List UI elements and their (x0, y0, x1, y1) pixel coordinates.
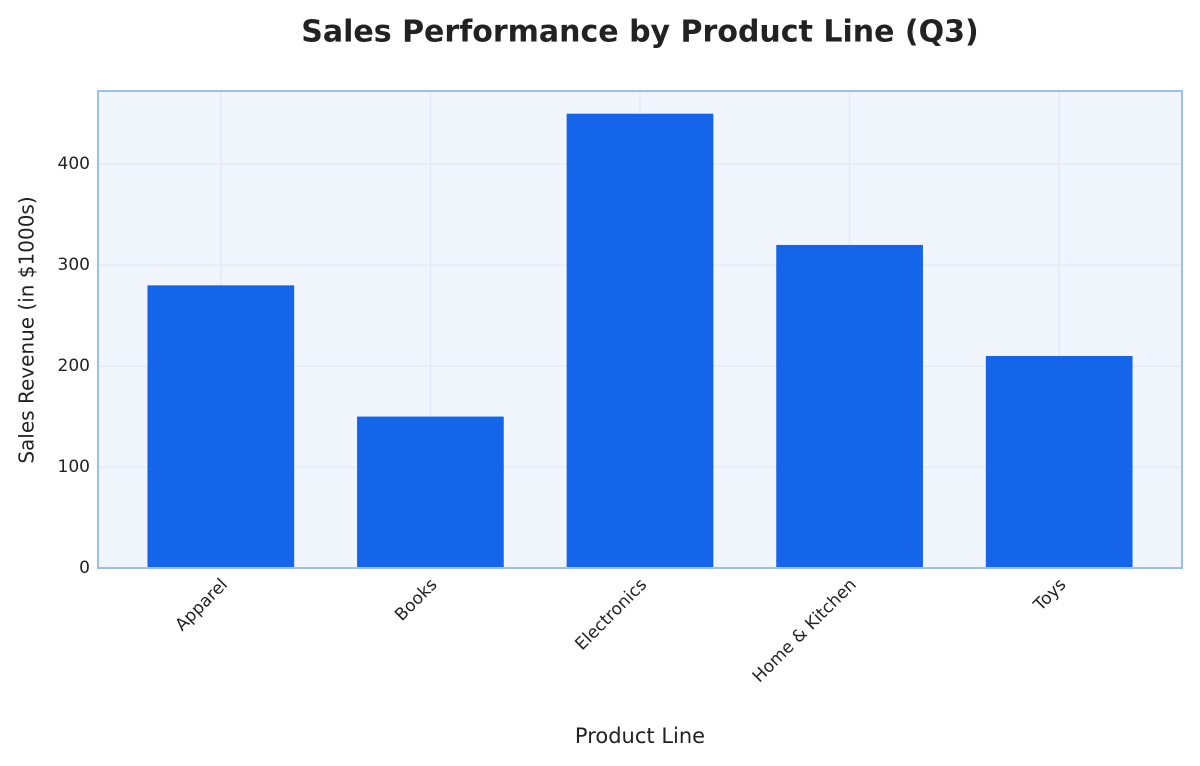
y-tick-label: 200 (58, 356, 90, 376)
chart-title: Sales Performance by Product Line (Q3) (301, 15, 978, 50)
x-tick-label: Electronics (571, 575, 651, 655)
y-tick-label: 100 (58, 457, 90, 477)
plot-border (97, 90, 1183, 569)
x-tick-label: Books (391, 575, 441, 625)
y-tick-label: 0 (79, 558, 90, 578)
x-tick-label: Home & Kitchen (749, 575, 861, 687)
x-axis-label: Product Line (575, 724, 705, 748)
bar (147, 285, 295, 568)
bar (776, 244, 923, 568)
y-tick-label: 400 (58, 154, 90, 174)
bar (357, 416, 504, 568)
y-axis-label: Sales Revenue (in $1000s) (15, 196, 39, 463)
y-tick-label: 300 (58, 255, 90, 275)
x-tick-label: Apparel (171, 575, 231, 635)
bar (566, 113, 714, 568)
bar (985, 356, 1133, 568)
x-tick-label: Toys (1029, 575, 1070, 616)
